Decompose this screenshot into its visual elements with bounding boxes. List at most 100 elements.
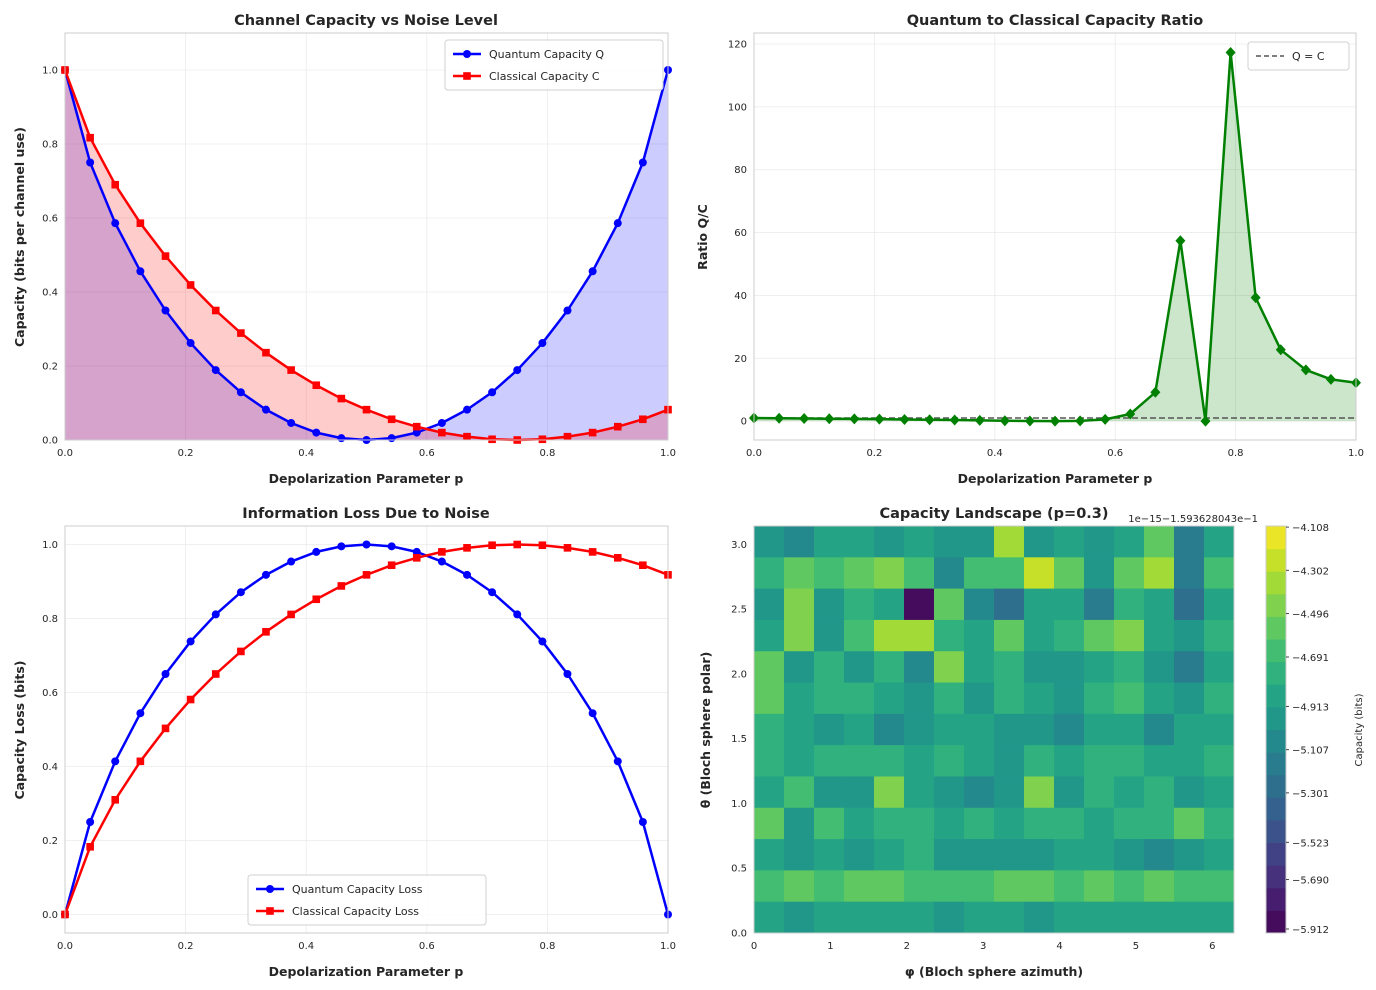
x-tick-label: 1.0 — [660, 448, 676, 459]
data-point — [412, 554, 421, 562]
contour-cell — [754, 619, 785, 652]
contour-cell — [1084, 839, 1115, 871]
colorbar-band — [1266, 797, 1286, 821]
contour-cell — [994, 745, 1025, 777]
contour-cell — [904, 557, 935, 590]
colorbar-band — [1266, 819, 1286, 844]
y-axis-label: Capacity Loss (bits) — [12, 660, 27, 799]
contour-cell — [1024, 713, 1055, 746]
data-point — [312, 595, 321, 604]
contour-cell — [964, 651, 995, 684]
y-tick-label: 1.0 — [731, 799, 747, 810]
data-point — [266, 907, 274, 915]
contour-cell — [754, 870, 785, 903]
contour-cell — [1144, 619, 1175, 652]
data-point — [161, 670, 170, 678]
data-point — [362, 571, 371, 579]
contour-cell — [904, 619, 935, 652]
contour-cell — [994, 870, 1025, 903]
x-tick-label: 0 — [751, 941, 757, 952]
y-tick-label: 80 — [734, 165, 747, 176]
contour-cell — [1144, 682, 1175, 715]
y-axis-label: Ratio Q/C — [695, 204, 710, 270]
data-point — [186, 637, 195, 646]
data-point — [211, 366, 220, 375]
data-point — [412, 547, 421, 556]
contour-cell — [874, 557, 905, 590]
data-point — [266, 885, 274, 893]
data-point — [362, 405, 371, 414]
contour-cell — [934, 619, 965, 652]
contour-cell — [1084, 870, 1115, 903]
data-point — [438, 548, 446, 556]
series-fill — [65, 70, 668, 440]
contour-cell — [1204, 557, 1235, 590]
contour-cell — [844, 557, 875, 590]
data-point — [588, 428, 597, 437]
data-point — [412, 428, 421, 437]
contour-cell — [754, 651, 785, 684]
colorbar-band — [1266, 571, 1286, 595]
data-point — [261, 570, 270, 579]
axes-background — [65, 33, 668, 440]
data-point — [488, 388, 497, 397]
contour-cell — [784, 745, 815, 777]
contour-cell — [1174, 776, 1205, 809]
data-point — [437, 557, 446, 566]
contour-cell — [1054, 745, 1085, 777]
data-point — [563, 306, 572, 315]
contour-cell — [1174, 839, 1205, 871]
contour-cell — [964, 557, 995, 590]
data-point — [86, 158, 95, 167]
colorbar-tick-label: −5.107 — [1292, 746, 1329, 757]
contour-cell — [874, 807, 905, 840]
contour-cell — [1114, 745, 1145, 777]
contour-cell — [1204, 682, 1235, 715]
data-point — [237, 329, 245, 337]
colorbar-band — [1266, 639, 1286, 663]
contour-cell — [964, 526, 995, 558]
colorbar-tick-label: −5.690 — [1292, 876, 1329, 887]
data-point — [186, 339, 195, 348]
contour-cell — [814, 713, 845, 746]
contour-cell — [1174, 807, 1205, 840]
data-point — [161, 306, 170, 315]
data-point — [111, 796, 120, 804]
data-point — [1050, 415, 1060, 427]
contour-cell — [1084, 526, 1115, 558]
contour-cell — [1084, 619, 1115, 652]
contour-cell — [964, 870, 995, 903]
data-point — [1300, 364, 1311, 376]
x-tick-label: 0.2 — [178, 448, 194, 459]
contour-cell — [1084, 776, 1115, 809]
contour-cell — [1054, 776, 1085, 809]
contour-cell — [994, 526, 1025, 558]
contour-cell — [844, 870, 875, 903]
contour-cell — [964, 776, 995, 809]
x-tick-label: 0.4 — [298, 941, 314, 952]
contour-cell — [844, 713, 875, 746]
contour-cell — [1144, 839, 1175, 871]
x-tick-label: 0.0 — [746, 448, 762, 459]
plot-area — [749, 33, 1361, 440]
data-point — [563, 544, 572, 552]
axes-background — [754, 33, 1356, 440]
contour-cell — [1054, 526, 1085, 558]
contour-cell — [1144, 588, 1175, 621]
colorbar-band — [1266, 706, 1286, 730]
contour-cell — [934, 588, 965, 621]
y-tick-label: 2.0 — [731, 669, 747, 680]
contour-cell — [1174, 651, 1205, 684]
contour-cell — [844, 588, 875, 621]
contour-cell — [1114, 588, 1145, 621]
contour-cell — [934, 713, 965, 746]
contour-cell — [754, 557, 785, 590]
colorbar-tick-label: −5.912 — [1292, 925, 1329, 936]
contour-cell — [1174, 588, 1205, 621]
data-point — [387, 561, 396, 570]
contour-cell — [1204, 651, 1235, 684]
contour-cell — [874, 776, 905, 809]
contour-cell — [1054, 619, 1085, 652]
contour-cell — [1084, 651, 1115, 684]
contour-cell — [904, 713, 935, 746]
